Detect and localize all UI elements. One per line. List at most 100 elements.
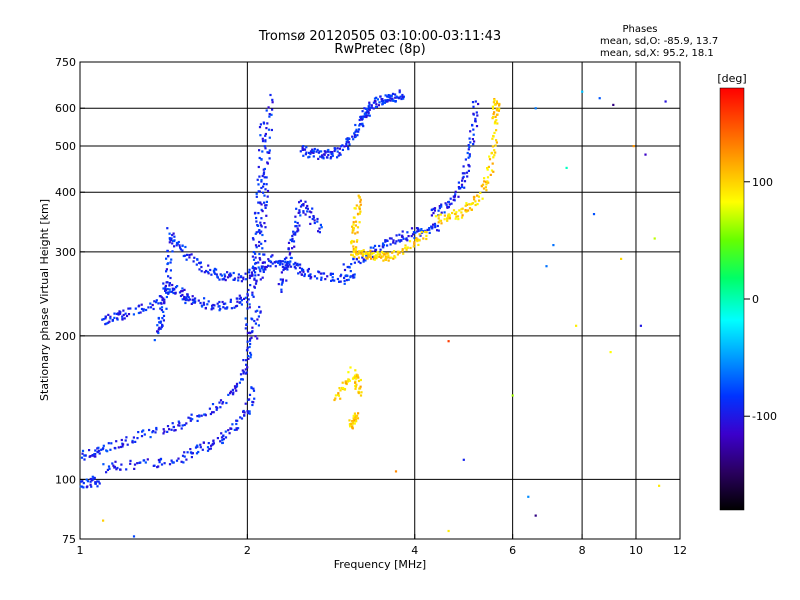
data-point — [468, 155, 471, 158]
data-point — [215, 268, 218, 271]
data-point — [265, 176, 268, 179]
data-point — [139, 311, 142, 314]
data-point — [140, 303, 143, 306]
data-point — [372, 255, 375, 258]
data-point — [131, 440, 134, 444]
data-point — [418, 238, 421, 242]
data-point — [391, 92, 395, 95]
data-point — [263, 194, 266, 197]
data-point — [331, 154, 334, 157]
data-point — [206, 449, 210, 452]
data-point — [140, 307, 144, 311]
data-point — [492, 170, 495, 173]
data-point — [248, 268, 251, 271]
data-point — [257, 324, 260, 327]
data-point — [316, 217, 319, 221]
data-point — [254, 282, 258, 285]
data-point — [382, 100, 385, 103]
data-point — [353, 255, 356, 258]
data-point — [349, 270, 352, 273]
data-point — [378, 255, 381, 258]
data-point — [309, 150, 313, 153]
data-point — [361, 256, 364, 259]
data-point — [105, 471, 108, 474]
data-point — [162, 310, 165, 313]
data-point — [310, 276, 313, 279]
data-point — [395, 234, 398, 237]
data-point — [340, 273, 343, 276]
data-point — [147, 306, 150, 309]
data-point — [404, 247, 407, 250]
data-point — [257, 165, 260, 169]
data-point — [120, 445, 123, 449]
data-point — [368, 101, 371, 104]
data-point — [302, 154, 305, 157]
data-point — [471, 101, 475, 104]
data-point — [460, 208, 463, 211]
data-point — [161, 299, 164, 302]
data-point — [462, 165, 465, 168]
data-point — [471, 124, 474, 127]
data-point — [89, 477, 92, 481]
data-point — [381, 245, 384, 248]
y-tick-label: 750 — [55, 56, 76, 69]
data-point — [203, 413, 206, 416]
data-point — [511, 394, 514, 397]
data-point — [292, 240, 296, 243]
data-point — [181, 454, 185, 457]
data-point — [372, 251, 375, 255]
data-point — [159, 327, 162, 330]
data-point — [444, 202, 447, 205]
data-point — [355, 253, 358, 256]
data-point — [386, 239, 389, 242]
data-point — [101, 448, 104, 451]
data-point — [222, 434, 225, 437]
data-point — [300, 273, 303, 276]
data-point — [367, 111, 370, 114]
data-point — [227, 429, 230, 432]
data-point — [284, 260, 287, 263]
data-point — [477, 102, 480, 106]
colorbar-tick-label: -100 — [752, 410, 777, 423]
data-point — [385, 258, 388, 261]
data-point — [199, 261, 202, 264]
data-point — [246, 340, 249, 343]
data-point — [270, 255, 273, 258]
data-point — [237, 276, 240, 279]
data-point — [483, 177, 486, 180]
data-point — [609, 351, 612, 354]
data-point — [389, 99, 392, 102]
data-point — [268, 115, 271, 118]
data-point — [308, 215, 311, 219]
data-point — [254, 335, 257, 338]
data-point — [297, 272, 300, 275]
data-point — [294, 233, 297, 236]
data-point — [352, 229, 355, 232]
data-point — [346, 139, 349, 142]
data-point — [545, 265, 548, 268]
data-point — [498, 107, 501, 110]
data-point — [196, 419, 199, 422]
data-point — [408, 240, 412, 243]
data-point — [262, 268, 265, 271]
data-point — [290, 256, 293, 260]
data-point — [261, 174, 264, 178]
data-point — [172, 288, 175, 292]
data-point — [423, 230, 426, 233]
data-point — [390, 256, 393, 259]
data-point — [432, 212, 435, 215]
data-point — [244, 402, 247, 405]
data-point — [96, 480, 99, 483]
data-point — [380, 256, 383, 259]
data-point — [142, 308, 145, 311]
data-point — [409, 246, 412, 250]
data-point — [354, 381, 357, 384]
data-point — [254, 252, 257, 255]
data-point — [189, 417, 192, 420]
data-point — [339, 397, 342, 400]
data-point — [348, 419, 351, 422]
data-point — [354, 123, 357, 127]
data-point — [355, 377, 358, 380]
data-point — [261, 261, 264, 264]
data-point — [177, 457, 180, 460]
